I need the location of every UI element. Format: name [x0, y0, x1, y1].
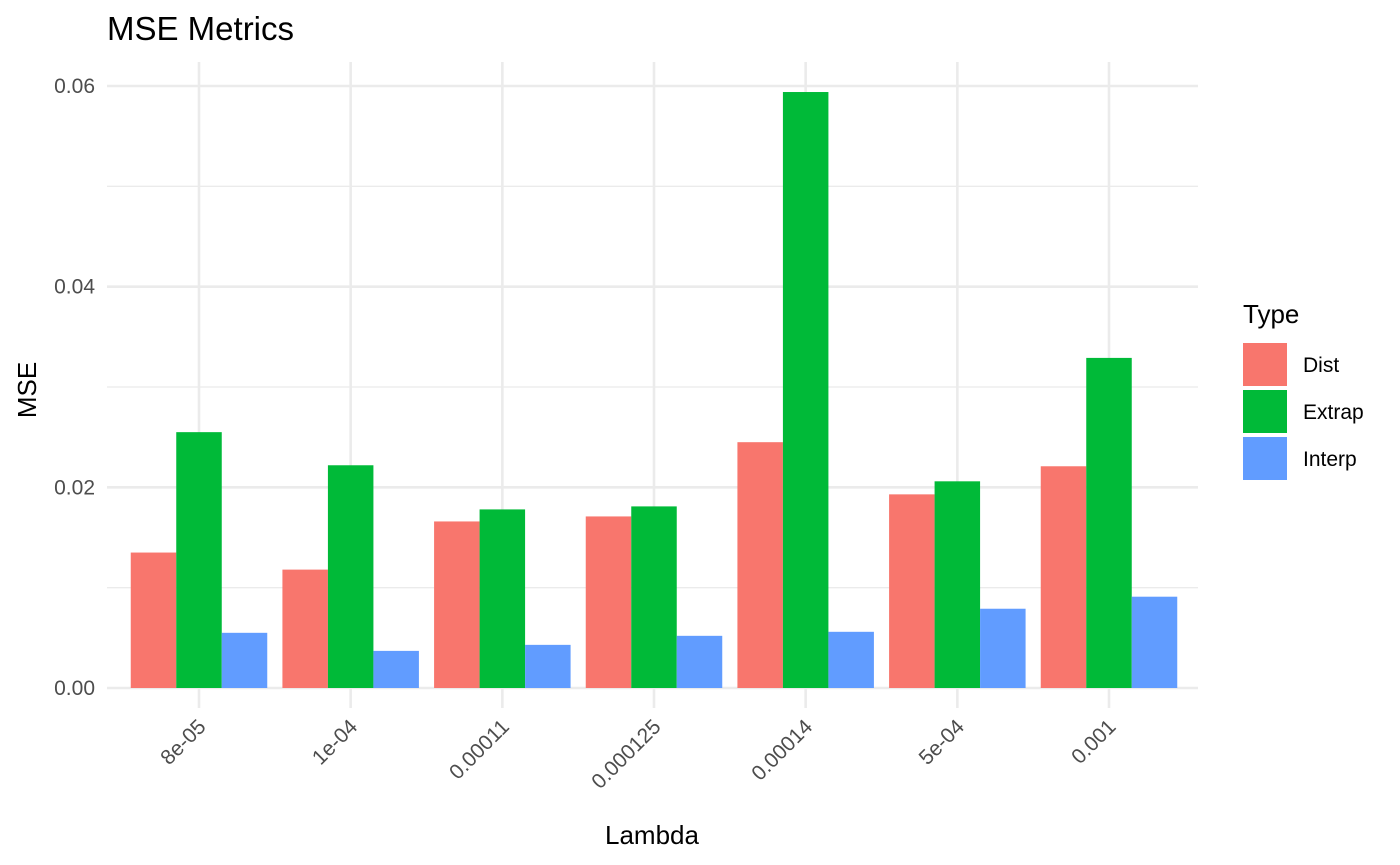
x-axis-ticks: 8e-05 1e-04 0.00011 0.000125 0.00014 5e-04 0.0… [156, 715, 1120, 793]
bars [130, 92, 1178, 688]
x-tick-label: 1e-04 [308, 715, 362, 769]
bar-extrap-4 [782, 92, 829, 688]
legend-label-extrap: Extrap [1303, 401, 1364, 424]
bar-interp-0 [221, 632, 268, 688]
legend: Type Dist Extrap Interp [1243, 299, 1364, 480]
bar-interp-3 [676, 635, 723, 688]
bar-dist-4 [737, 442, 783, 688]
legend-key-extrap [1243, 390, 1287, 433]
x-tick-label: 0.001 [1067, 715, 1120, 768]
bar-extrap-6 [1086, 357, 1132, 688]
bar-interp-5 [980, 608, 1026, 688]
bar-extrap-5 [934, 481, 981, 688]
bar-dist-1 [282, 569, 328, 688]
bar-interp-6 [1131, 596, 1178, 688]
legend-title: Type [1243, 299, 1299, 329]
y-tick-label: 0.06 [54, 75, 95, 98]
legend-key-dist [1243, 343, 1287, 386]
x-tick-label: 8e-05 [156, 715, 210, 769]
bar-interp-4 [828, 631, 874, 688]
bar-interp-2 [525, 644, 571, 688]
bar-dist-3 [585, 516, 632, 688]
legend-label-dist: Dist [1303, 354, 1339, 377]
bar-extrap-0 [176, 432, 222, 688]
chart-title: MSE Metrics [107, 10, 294, 47]
y-axis-ticks: 0.00 0.02 0.04 0.06 [54, 75, 95, 700]
x-tick-label: 0.00014 [747, 715, 817, 785]
x-tick-label: 0.00011 [445, 715, 514, 784]
x-axis-title: Lambda [605, 820, 699, 850]
x-tick-label: 0.000125 [587, 715, 665, 793]
bar-dist-6 [1040, 466, 1087, 688]
y-axis-title: MSE [12, 362, 42, 418]
legend-key-interp [1243, 437, 1287, 480]
bar-extrap-1 [327, 465, 374, 688]
legend-label-interp: Interp [1303, 448, 1357, 471]
bar-extrap-3 [631, 506, 677, 688]
y-tick-label: 0.04 [54, 276, 95, 299]
bar-dist-5 [889, 494, 935, 688]
y-tick-label: 0.02 [54, 476, 95, 499]
bar-interp-1 [373, 650, 419, 688]
y-tick-label: 0.00 [54, 677, 95, 700]
bar-dist-2 [434, 521, 480, 688]
x-tick-label: 5e-04 [915, 715, 969, 769]
bar-dist-0 [130, 552, 177, 688]
bar-extrap-2 [479, 509, 526, 688]
